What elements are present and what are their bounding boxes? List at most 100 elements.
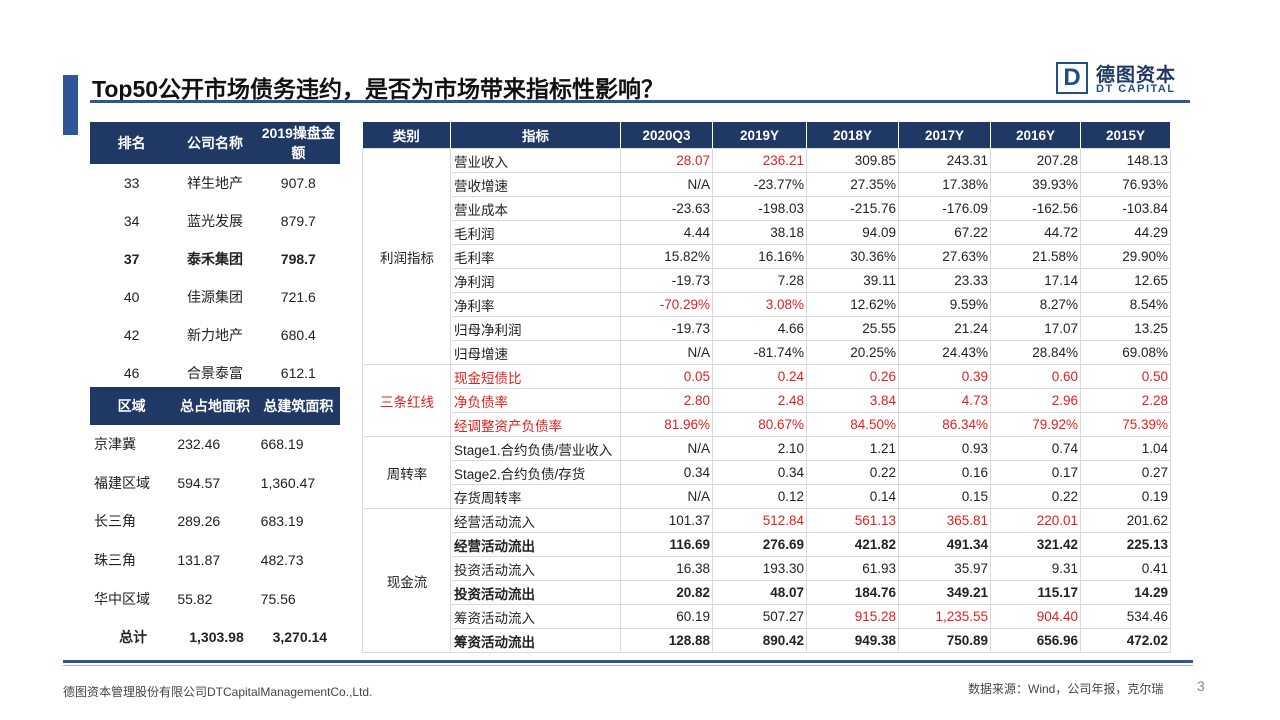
value-cell: 12.62% [806, 292, 899, 317]
table-row: 归母增速 N/A -81.74% 20.25% 24.43% 28.84% 69.08% [363, 340, 1171, 365]
table-row: 筹资活动流出 128.88 890.42 949.38 750.89 656.96 472.… [363, 628, 1171, 653]
metric-label: 净利率 [450, 292, 621, 317]
value-cell: 44.72 [990, 220, 1081, 245]
value-cell: 76.93% [1080, 172, 1171, 197]
value-cell: 20.82 [620, 580, 713, 605]
table-cell: 长三角 [94, 513, 136, 530]
value-cell: 4.66 [712, 316, 807, 341]
table-cell: 721.6 [280, 289, 316, 305]
value-cell: 60.19 [620, 604, 713, 629]
metric-label: 营业收入 [450, 148, 621, 173]
table-row: 京津冀 232.46 668.19 [90, 425, 340, 464]
value-cell: 2.48 [712, 388, 807, 413]
value-cell: -162.56 [990, 196, 1081, 221]
table-row: 总计 1,303.98 3,270.14 [90, 618, 340, 657]
value-cell: 0.39 [898, 364, 991, 389]
value-cell: 507.27 [712, 604, 807, 629]
table-row: 40 佳源集团 721.6 [90, 278, 340, 316]
table-cell: 232.46 [177, 436, 221, 453]
value-cell: 17.38% [898, 172, 991, 197]
header-cell: 排名 [90, 122, 174, 164]
category-cell: 三条红线 [362, 364, 451, 437]
metric-label: 归母净利润 [450, 316, 621, 341]
value-cell: 220.01 [990, 508, 1081, 533]
table-row: 投资活动流出 20.82 48.07 184.76 349.21 115.17 14.29 [363, 580, 1171, 605]
header-cell: 2015Y [1080, 122, 1171, 149]
category-cell: 利润指标 [362, 148, 451, 365]
table-cell: 37 [123, 251, 140, 267]
table-cell: 1,303.98 [189, 629, 244, 646]
value-cell: 75.39% [1080, 412, 1171, 437]
table-row: 营收增速 N/A -23.77% 27.35% 17.38% 39.93% 76.93% [363, 172, 1171, 197]
table-row: 33 祥生地产 907.8 [90, 164, 340, 202]
value-cell: 0.16 [898, 460, 991, 485]
value-cell: 16.38 [620, 556, 713, 581]
value-cell: 750.89 [898, 628, 991, 653]
metric-label: 营收增速 [450, 172, 621, 197]
table-row: 经调整资产负债率 81.96% 80.67% 84.50% 86.34% 79.92% 75… [363, 412, 1171, 437]
value-cell: 193.30 [712, 556, 807, 581]
table-row: 37 泰禾集团 798.7 [90, 240, 340, 278]
value-cell: 0.22 [806, 460, 899, 485]
metric-label: 毛利率 [450, 244, 621, 269]
table-row: 珠三角 131.87 482.73 [90, 541, 340, 580]
table-row: 营业成本 -23.63 -198.03 -215.76 -176.09 -162.56 -1… [363, 196, 1171, 221]
value-cell: 207.28 [990, 148, 1081, 173]
value-cell: N/A [620, 340, 713, 365]
value-cell: 243.31 [898, 148, 991, 173]
value-cell: -176.09 [898, 196, 991, 221]
header-cell: 区域 [90, 387, 174, 425]
logo-subtext: DT CAPITAL [1096, 83, 1176, 95]
value-cell: 349.21 [898, 580, 991, 605]
table-cell: 1,360.47 [260, 474, 316, 491]
metric-label: 筹资活动流入 [450, 604, 621, 629]
table-row: 筹资活动流入 60.19 507.27 915.28 1,235.55 904.40 534… [363, 604, 1171, 629]
table-cell: 40 [123, 289, 140, 305]
value-cell: 0.74 [990, 436, 1081, 461]
header-cell: 2016Y [990, 122, 1081, 149]
value-cell: 44.29 [1080, 220, 1171, 245]
footer-rule [63, 660, 1193, 663]
metric-label: 筹资活动流出 [450, 628, 621, 653]
table-cell: 珠三角 [94, 552, 136, 569]
table-row: 华中区域 55.82 75.56 [90, 579, 340, 618]
value-cell: -19.73 [620, 268, 713, 293]
metric-label: 经调整资产负债率 [450, 412, 621, 437]
value-cell: 4.73 [898, 388, 991, 413]
metric-label: 净负债率 [450, 388, 621, 413]
value-cell: 13.25 [1080, 316, 1171, 341]
value-cell: 309.85 [806, 148, 899, 173]
logo-mark: D [1056, 62, 1088, 94]
table-cell: 798.7 [280, 251, 316, 267]
header-row: 类别 指标 2020Q3 2019Y 2018Y 2017Y 2016Y 2015Y [362, 122, 1171, 149]
value-cell: 512.84 [712, 508, 807, 533]
table-row: 利润指标 营业收入 28.07 236.21 309.85 243.31 207.28 148… [362, 148, 1171, 365]
table-cell: 289.26 [177, 513, 221, 530]
page-number: 3 [1197, 678, 1205, 694]
value-cell: 0.41 [1080, 556, 1171, 581]
value-cell: 79.92% [990, 412, 1081, 437]
value-cell: 128.88 [620, 628, 713, 653]
value-cell: -70.29% [620, 292, 713, 317]
value-cell: 48.07 [712, 580, 807, 605]
header-row: 排名 公司名称 2019操盘金额 [90, 122, 340, 164]
footer-source: 数据来源：Wind，公司年报，克尔瑞 [968, 682, 1164, 696]
value-cell: 0.05 [620, 364, 713, 389]
table-row: 现金流 经营活动流入 101.37 512.84 561.13 365.81 220.01 2… [362, 508, 1171, 653]
value-cell: 1,235.55 [898, 604, 991, 629]
header-cell: 总占地面积 [173, 387, 257, 425]
table-cell: 46 [123, 365, 140, 381]
metric-label: 经营活动流出 [450, 532, 621, 557]
value-cell: 491.34 [898, 532, 991, 557]
value-cell: 0.93 [898, 436, 991, 461]
value-cell: 421.82 [806, 532, 899, 557]
value-cell: 39.93% [990, 172, 1081, 197]
table-row: 毛利润 4.44 38.18 94.09 67.22 44.72 44.29 [363, 220, 1171, 245]
table-row: 经营活动流出 116.69 276.69 421.82 491.34 321.42 225.… [363, 532, 1171, 557]
metric-label: Stage1.合约负债/营业收入 [450, 436, 621, 461]
value-cell: 28.84% [990, 340, 1081, 365]
value-cell: 915.28 [806, 604, 899, 629]
table-cell: 75.56 [260, 590, 296, 607]
value-cell: -23.63 [620, 196, 713, 221]
metric-label: 净利润 [450, 268, 621, 293]
